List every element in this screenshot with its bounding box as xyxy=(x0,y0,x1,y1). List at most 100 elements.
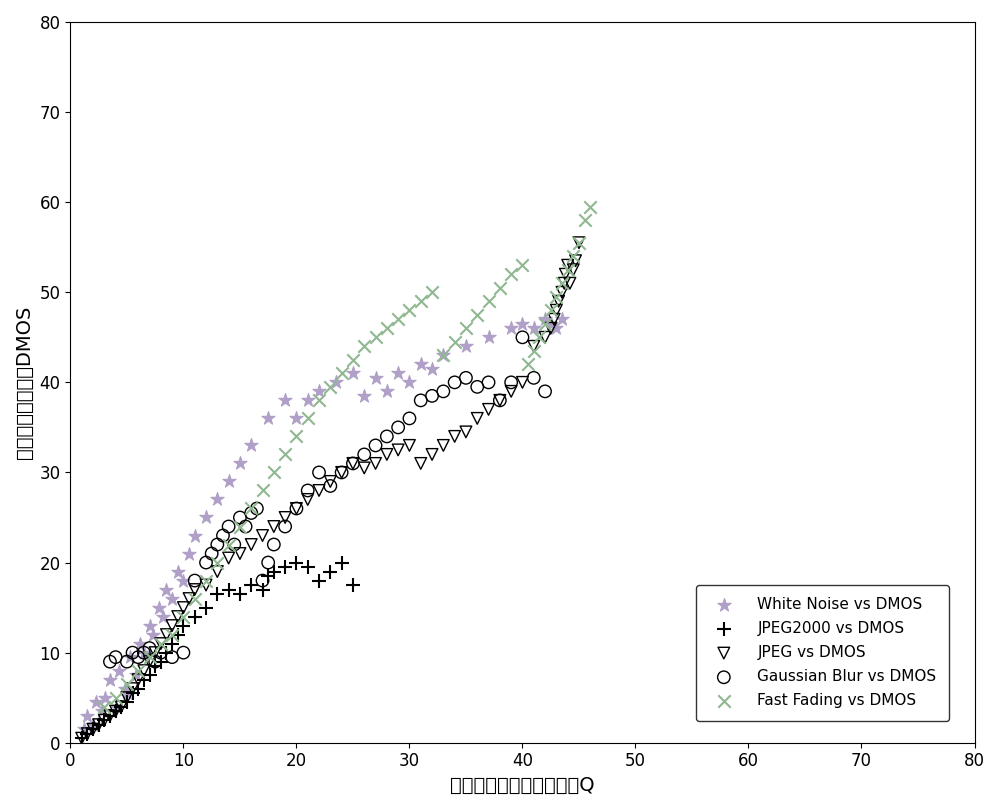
Fast Fading vs DMOS xyxy=(130,664,146,677)
Fast Fading vs DMOS xyxy=(503,268,519,281)
White Noise vs DMOS xyxy=(537,313,553,326)
JPEG2000 vs DMOS xyxy=(187,610,203,623)
Gaussian Blur vs DMOS xyxy=(277,520,293,533)
Gaussian Blur vs DMOS xyxy=(345,457,361,470)
JPEG2000 vs DMOS xyxy=(322,565,338,578)
White Noise vs DMOS xyxy=(175,574,191,587)
JPEG vs DMOS xyxy=(277,511,293,524)
White Noise vs DMOS xyxy=(128,669,144,682)
JPEG2000 vs DMOS xyxy=(147,659,163,672)
White Noise vs DMOS xyxy=(94,705,110,718)
White Noise vs DMOS xyxy=(170,565,186,578)
JPEG vs DMOS xyxy=(469,412,485,425)
JPEG vs DMOS xyxy=(379,448,395,461)
Gaussian Blur vs DMOS xyxy=(108,650,124,663)
White Noise vs DMOS xyxy=(554,313,570,326)
JPEG vs DMOS xyxy=(255,529,271,542)
JPEG2000 vs DMOS xyxy=(209,587,225,600)
Gaussian Blur vs DMOS xyxy=(102,655,118,668)
JPEG vs DMOS xyxy=(543,322,559,335)
JPEG vs DMOS xyxy=(79,727,95,740)
JPEG2000 vs DMOS xyxy=(164,637,180,650)
Fast Fading vs DMOS xyxy=(175,610,191,623)
Fast Fading vs DMOS xyxy=(531,330,547,343)
Gaussian Blur vs DMOS xyxy=(226,538,242,551)
Gaussian Blur vs DMOS xyxy=(147,655,163,668)
Gaussian Blur vs DMOS xyxy=(136,646,152,659)
JPEG vs DMOS xyxy=(571,237,587,249)
Fast Fading vs DMOS xyxy=(356,340,372,353)
Gaussian Blur vs DMOS xyxy=(204,547,220,560)
JPEG vs DMOS xyxy=(546,313,562,326)
JPEG2000 vs DMOS xyxy=(311,574,327,587)
JPEG2000 vs DMOS xyxy=(142,669,158,682)
Fast Fading vs DMOS xyxy=(187,592,203,605)
White Noise vs DMOS xyxy=(424,362,440,375)
White Noise vs DMOS xyxy=(108,700,124,713)
Gaussian Blur vs DMOS xyxy=(492,394,508,407)
Fast Fading vs DMOS xyxy=(390,313,406,326)
JPEG vs DMOS xyxy=(300,493,316,506)
JPEG vs DMOS xyxy=(562,277,578,290)
JPEG2000 vs DMOS xyxy=(130,682,146,695)
JPEG2000 vs DMOS xyxy=(288,556,304,569)
JPEG vs DMOS xyxy=(288,502,304,515)
JPEG vs DMOS xyxy=(514,376,530,389)
Fast Fading vs DMOS xyxy=(577,214,593,227)
Gaussian Blur vs DMOS xyxy=(266,538,282,551)
JPEG vs DMOS xyxy=(568,254,584,267)
Fast Fading vs DMOS xyxy=(481,295,497,308)
White Noise vs DMOS xyxy=(122,650,138,663)
Fast Fading vs DMOS xyxy=(413,295,429,308)
JPEG vs DMOS xyxy=(130,673,146,686)
Fast Fading vs DMOS xyxy=(469,309,485,322)
JPEG2000 vs DMOS xyxy=(113,700,129,713)
Fast Fading vs DMOS xyxy=(119,678,135,691)
JPEG2000 vs DMOS xyxy=(198,601,214,614)
JPEG2000 vs DMOS xyxy=(170,628,186,641)
Gaussian Blur vs DMOS xyxy=(503,376,519,389)
JPEG vs DMOS xyxy=(458,425,474,438)
JPEG vs DMOS xyxy=(85,723,101,735)
Gaussian Blur vs DMOS xyxy=(469,381,485,394)
Fast Fading vs DMOS xyxy=(560,263,576,276)
White Noise vs DMOS xyxy=(145,628,161,641)
Fast Fading vs DMOS xyxy=(311,394,327,407)
Fast Fading vs DMOS xyxy=(266,466,282,479)
JPEG vs DMOS xyxy=(424,448,440,461)
White Noise vs DMOS xyxy=(158,583,174,596)
Gaussian Blur vs DMOS xyxy=(334,466,350,479)
Gaussian Blur vs DMOS xyxy=(209,538,225,551)
Fast Fading vs DMOS xyxy=(142,650,158,663)
White Noise vs DMOS xyxy=(209,493,225,506)
JPEG vs DMOS xyxy=(565,263,581,276)
JPEG2000 vs DMOS xyxy=(300,561,316,573)
White Noise vs DMOS xyxy=(181,547,197,560)
JPEG2000 vs DMOS xyxy=(102,710,118,723)
Gaussian Blur vs DMOS xyxy=(130,650,146,663)
JPEG vs DMOS xyxy=(198,578,214,591)
JPEG vs DMOS xyxy=(322,475,338,488)
White Noise vs DMOS xyxy=(401,376,417,389)
JPEG2000 vs DMOS xyxy=(266,565,282,578)
Fast Fading vs DMOS xyxy=(300,412,316,425)
JPEG vs DMOS xyxy=(147,646,163,659)
Gaussian Blur vs DMOS xyxy=(164,650,180,663)
JPEG vs DMOS xyxy=(356,462,372,475)
White Noise vs DMOS xyxy=(390,367,406,380)
Gaussian Blur vs DMOS xyxy=(401,412,417,425)
JPEG2000 vs DMOS xyxy=(221,583,237,596)
JPEG vs DMOS xyxy=(266,520,282,533)
Gaussian Blur vs DMOS xyxy=(481,376,497,389)
Y-axis label: 平均主观评分差值DMOS: 平均主观评分差值DMOS xyxy=(15,305,34,459)
JPEG vs DMOS xyxy=(91,718,107,731)
Fast Fading vs DMOS xyxy=(209,556,225,569)
Gaussian Blur vs DMOS xyxy=(125,646,141,659)
JPEG2000 vs DMOS xyxy=(119,696,135,709)
JPEG vs DMOS xyxy=(554,286,570,299)
JPEG2000 vs DMOS xyxy=(260,569,276,582)
JPEG vs DMOS xyxy=(526,340,542,353)
JPEG2000 vs DMOS xyxy=(74,731,90,744)
JPEG vs DMOS xyxy=(390,443,406,456)
Fast Fading vs DMOS xyxy=(108,691,124,704)
